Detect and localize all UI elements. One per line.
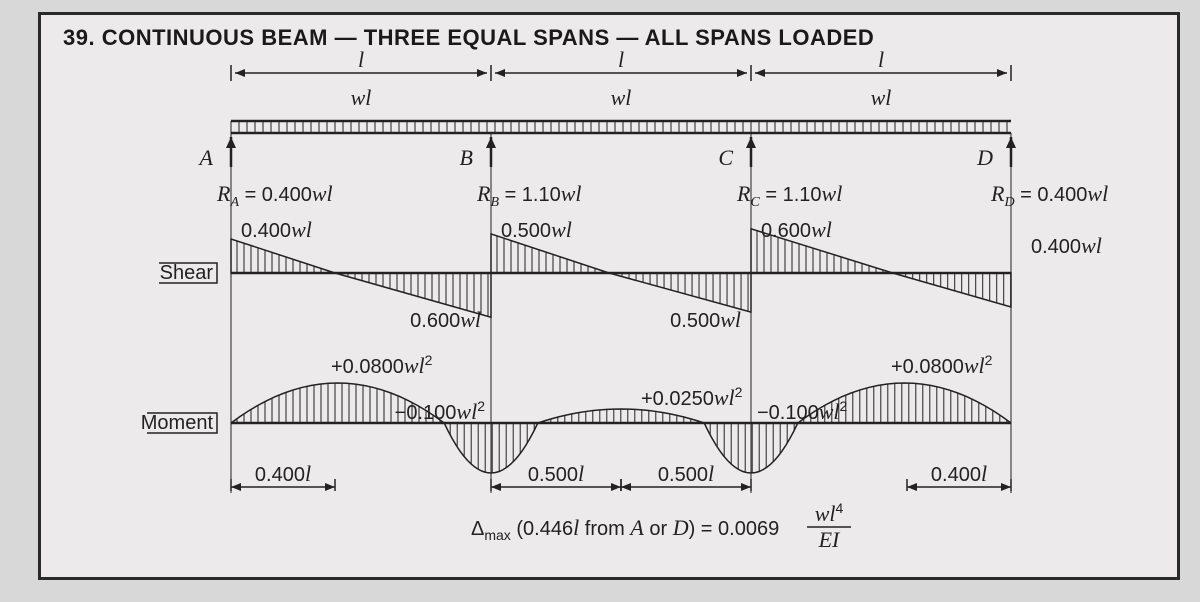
moment-zero-dim: 0.400l <box>255 461 311 486</box>
moment-zero-dim: 0.400l <box>931 461 987 486</box>
support-label: B <box>460 145 473 170</box>
span-load-label: wl <box>871 85 892 110</box>
moment-label: Moment <box>141 412 214 434</box>
moment-zero-dim: 0.500l <box>528 461 584 486</box>
shear-value: 0.500wl <box>670 307 741 332</box>
moment-zero-dim: 0.500l <box>658 461 714 486</box>
span-length-label: l <box>618 47 624 72</box>
moment-value: +0.0800wl2 <box>331 352 433 378</box>
deflection-denominator: EI <box>818 527 841 552</box>
shear-value: 0.400wl <box>1031 233 1102 258</box>
shear-value: 0.600wl <box>761 217 832 242</box>
support-label: A <box>198 145 214 170</box>
support-label: D <box>976 145 993 170</box>
shear-label: Shear <box>160 262 214 284</box>
moment-value: +0.0800wl2 <box>891 352 993 378</box>
moment-value: +0.0250wl2 <box>641 384 743 410</box>
deflection-numerator: wl4 <box>815 500 844 526</box>
span-load-label: wl <box>351 85 372 110</box>
span-length-label: l <box>878 47 884 72</box>
reaction-label: RC = 1.10wl <box>736 181 842 210</box>
shear-value: 0.600wl <box>410 307 481 332</box>
shear-value: 0.400wl <box>241 217 312 242</box>
span-load-label: wl <box>611 85 632 110</box>
deflection-formula: Δmax (0.446l from A or D) = 0.0069 <box>471 515 779 543</box>
moment-value: −0.100wl2 <box>395 398 486 424</box>
reaction-label: RD = 0.400wl <box>990 181 1108 210</box>
support-label: C <box>718 145 733 170</box>
shear-value: 0.500wl <box>501 217 572 242</box>
span-length-label: l <box>358 47 364 72</box>
reaction-label: RB = 1.10wl <box>476 181 582 210</box>
reaction-label: RA = 0.400wl <box>216 181 333 210</box>
moment-value: −0.100wl2 <box>757 398 848 424</box>
